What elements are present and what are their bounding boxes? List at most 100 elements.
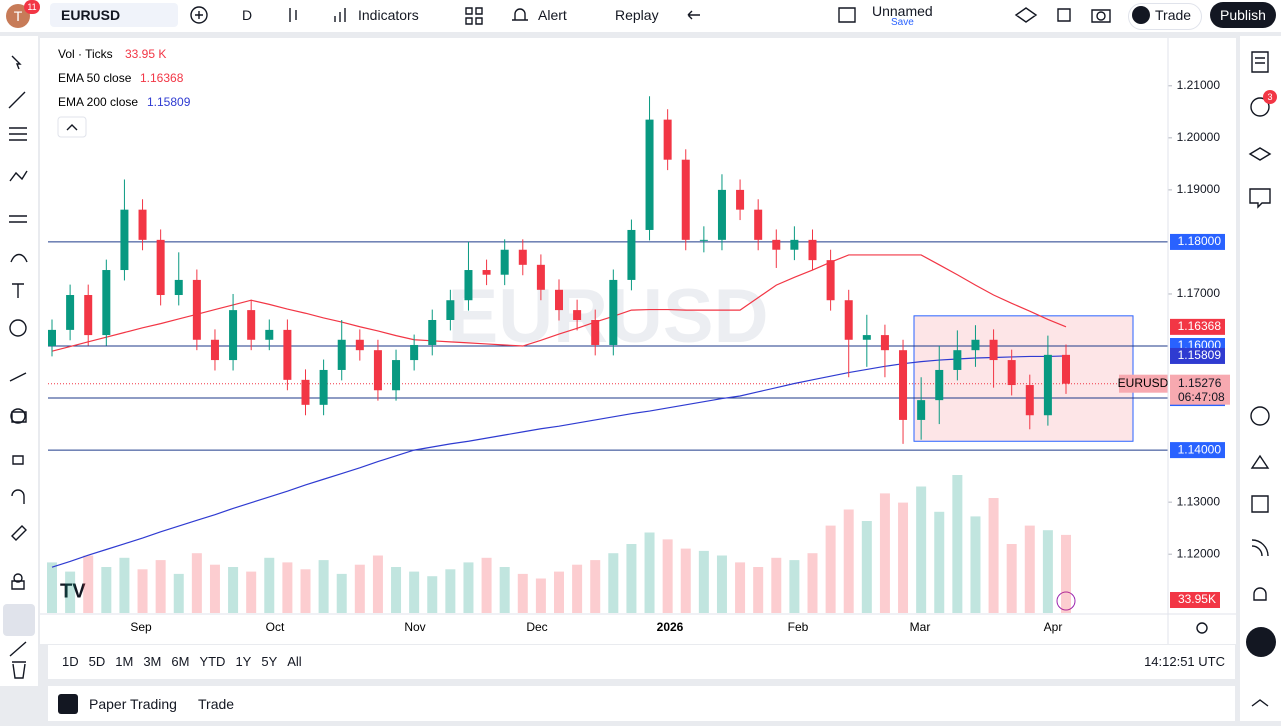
publish-button[interactable]: Publish	[1210, 2, 1276, 28]
candle-body	[229, 310, 238, 361]
candle-body	[66, 295, 75, 330]
price-tag-label: 1.15276	[1178, 376, 1222, 390]
news-icon[interactable]	[1056, 591, 1076, 611]
candle-body	[1043, 354, 1052, 416]
candle-body	[319, 369, 328, 405]
range-button[interactable]: 1M	[115, 654, 134, 669]
candle-body	[102, 270, 111, 336]
volume-bar	[372, 555, 383, 613]
volume-bar	[735, 562, 746, 613]
volume-bar	[716, 555, 727, 613]
candle-body	[84, 295, 93, 336]
volume-bar	[1042, 530, 1053, 613]
alert-button[interactable]: Alert	[538, 7, 567, 23]
range-button[interactable]: 1D	[62, 654, 79, 669]
volume-bar	[934, 511, 945, 613]
layout-name[interactable]: Unnamed	[872, 3, 933, 19]
volume-bar	[463, 562, 474, 613]
y-tick-label: 1.12000	[1177, 546, 1221, 560]
candle-body	[428, 319, 437, 345]
price-tag	[1170, 374, 1230, 405]
drawing-icons	[3, 55, 35, 679]
volume-bar	[753, 567, 764, 613]
volume-bar	[65, 571, 76, 613]
candle-body	[120, 209, 129, 271]
range-button[interactable]: 6M	[171, 654, 190, 669]
volume-bar	[246, 571, 257, 613]
ema200-legend-value: 1.15809	[147, 95, 191, 109]
candle-body	[772, 239, 781, 250]
volume-bar	[47, 562, 57, 613]
zoom-tool[interactable]	[10, 408, 26, 424]
paper-trading[interactable]: Paper Trading	[89, 696, 177, 712]
candle-body	[844, 300, 853, 340]
range-box	[913, 315, 1134, 442]
volume-bar	[662, 539, 673, 613]
volume-bar	[1024, 525, 1035, 613]
x-tick-label: Oct	[266, 620, 285, 634]
volume-tag-label: 33.95K	[1178, 592, 1216, 606]
range-button[interactable]: 3M	[143, 654, 162, 669]
eye-tool[interactable]	[13, 573, 23, 583]
volume-bar	[535, 578, 546, 613]
range-button[interactable]: 5D	[88, 654, 106, 669]
target-icon[interactable]	[1250, 406, 1270, 426]
range-button[interactable]: 5Y	[261, 654, 278, 669]
countdown: 06:47:08	[1178, 390, 1225, 404]
panel-glyphs	[1248, 51, 1272, 707]
drawing-toolbar	[0, 36, 38, 686]
tool-glyphs	[8, 55, 28, 679]
layout-save[interactable]: Save	[891, 17, 914, 28]
replay-button[interactable]: Replay	[615, 7, 659, 23]
emoji-tool[interactable]	[9, 319, 27, 337]
level-tag	[1170, 442, 1225, 459]
candle-body	[210, 339, 219, 361]
y-tick-label: 1.17000	[1177, 286, 1221, 300]
volume-bar	[300, 569, 311, 613]
avatar-badge: 11	[24, 0, 40, 14]
symbol: EURUSD	[61, 7, 121, 23]
range-button[interactable]: All	[287, 654, 302, 669]
trade-button[interactable]: Trade	[1155, 7, 1192, 23]
candle-body	[1025, 385, 1034, 416]
volume-bar	[391, 567, 402, 613]
chart: EURUSD TV 1.21000 1.20000 1.19000 1.17000 1.…	[40, 38, 1236, 644]
chart-background	[40, 38, 1236, 644]
candle-body	[862, 335, 871, 340]
candle-body	[283, 329, 292, 380]
indicators-button[interactable]: Indicators	[358, 7, 419, 23]
candle-body	[917, 400, 926, 420]
apps-button[interactable]	[1246, 627, 1276, 657]
candle-body	[174, 279, 183, 296]
candle-body	[446, 300, 455, 320]
volume-bar	[608, 553, 619, 613]
range-button[interactable]: 1Y	[235, 654, 252, 669]
volume-bar	[807, 553, 818, 613]
candle-body	[736, 189, 745, 210]
alerts-icon[interactable]	[1250, 97, 1270, 117]
symbol-tag-label: EURUSD	[1118, 376, 1169, 390]
settings-icon[interactable]	[1196, 622, 1208, 634]
volume-bar	[228, 567, 239, 613]
camera-icon[interactable]	[1096, 11, 1106, 21]
volume-bar	[354, 564, 365, 613]
candle-body	[681, 159, 690, 240]
volume-bar	[626, 544, 637, 613]
interval[interactable]: D	[242, 7, 253, 23]
volume-bar	[1006, 544, 1017, 613]
footer-trade[interactable]: Trade	[198, 696, 235, 712]
panel-icons	[1246, 51, 1276, 707]
collapse-button[interactable]	[57, 116, 87, 138]
range-button[interactable]: YTD	[199, 654, 226, 669]
active-tool	[3, 604, 35, 636]
volume-bar	[409, 571, 420, 613]
symbol-search[interactable]	[50, 3, 178, 27]
volume-bar	[209, 564, 220, 613]
ema50-legend: EMA 50 close	[58, 71, 132, 85]
level-tag-label: 1.14000	[1178, 442, 1222, 456]
candle-body	[989, 339, 998, 361]
add-icon[interactable]	[190, 6, 208, 24]
volume-bar	[789, 560, 800, 613]
clock: 14:12:51 UTC	[1144, 654, 1225, 669]
candle-body	[826, 260, 835, 301]
